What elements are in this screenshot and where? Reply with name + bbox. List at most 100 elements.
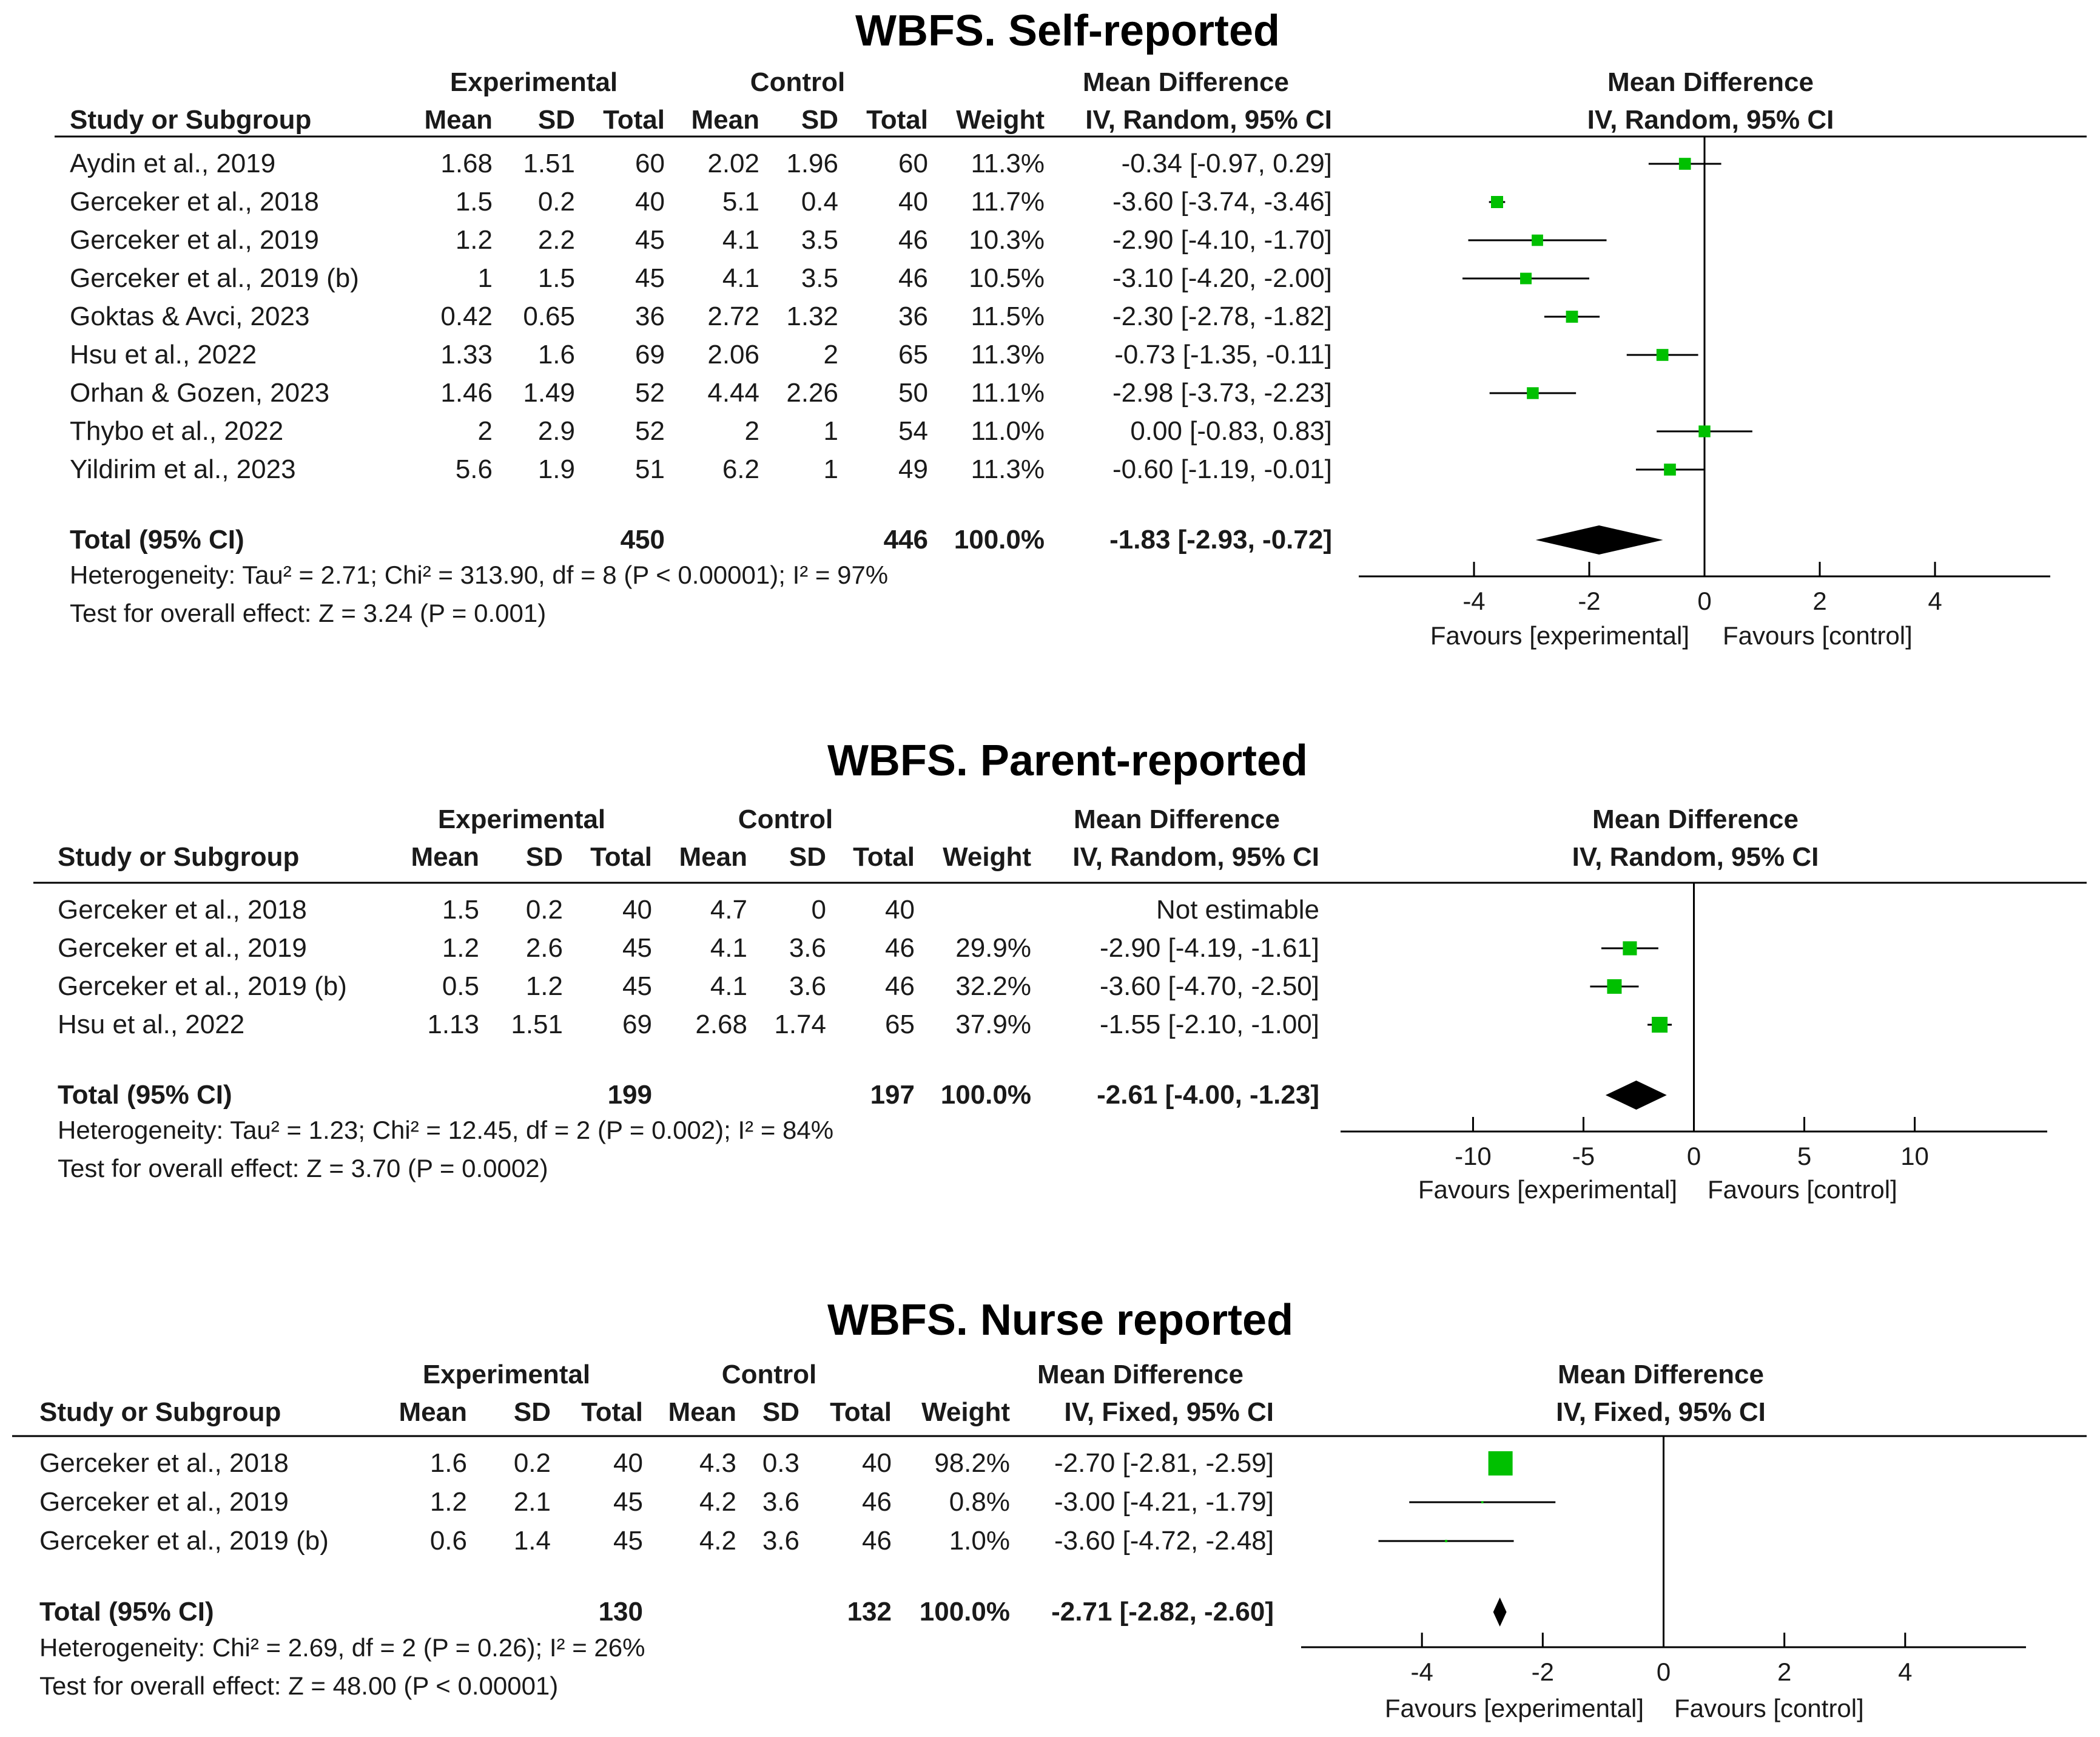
effect-marker	[1566, 311, 1578, 323]
total-weight: 100.0%	[920, 1597, 1010, 1627]
effect-marker	[1520, 272, 1532, 285]
study-ci: -0.34 [-0.97, 0.29]	[1122, 149, 1332, 178]
header-ctl-total: Total	[866, 105, 928, 135]
total-label: Total (95% CI)	[58, 1080, 232, 1110]
exp-mean: 0.5	[442, 971, 479, 1001]
ctl-mean: 5.1	[722, 187, 759, 217]
table-row: Goktas & Avci, 2023 0.42 0.65 36 2.72 1.32 36 1…	[70, 302, 1600, 331]
table-row: Hsu et al., 2022 1.33 1.6 69 2.06 2 65 11.3% -0.…	[70, 340, 1698, 369]
exp-sd: 2.2	[538, 225, 575, 255]
header-ctl-mean: Mean	[692, 105, 759, 135]
exp-total: 45	[622, 971, 652, 1001]
study-name: Hsu et al., 2022	[58, 1010, 244, 1039]
ctl-mean: 4.1	[710, 933, 747, 963]
ctl-total: 60	[898, 149, 928, 178]
ctl-mean: 4.2	[699, 1526, 736, 1556]
exp-total: 40	[622, 895, 652, 925]
exp-mean: 1.6	[430, 1448, 467, 1478]
ctl-total: 46	[885, 933, 915, 963]
ctl-sd: 1.96	[786, 149, 838, 178]
ctl-sd: 3.6	[762, 1526, 799, 1556]
header-experimental: Experimental	[450, 67, 618, 97]
panel-title: WBFS. Self-reported	[855, 7, 1280, 55]
exp-mean: 0.6	[430, 1526, 467, 1556]
header-exp-sd: SD	[514, 1397, 551, 1427]
table-row: Gerceker et al., 2018 1.5 0.2 40 4.7 0 40 Not e…	[58, 895, 1319, 925]
study-name: Gerceker et al., 2019 (b)	[58, 971, 347, 1001]
table-row: Hsu et al., 2022 1.13 1.51 69 2.68 1.74 65 37.9…	[58, 1010, 1672, 1039]
exp-mean: 1.5	[442, 895, 479, 925]
ctl-total: 49	[898, 454, 928, 484]
header-mean-difference-plot: Mean Difference	[1592, 804, 1799, 834]
exp-total: 40	[613, 1448, 643, 1478]
header-mean-difference-plot: Mean Difference	[1558, 1360, 1764, 1389]
ctl-sd: 3.6	[789, 971, 826, 1001]
x-tick-label: 10	[1900, 1142, 1929, 1170]
header-mean-difference: Mean Difference	[1037, 1360, 1244, 1389]
header-mean-difference-plot: Mean Difference	[1607, 67, 1814, 97]
header-ctl-mean: Mean	[668, 1397, 736, 1427]
study-name: Orhan & Gozen, 2023	[70, 378, 329, 408]
study-weight: 29.9%	[955, 933, 1031, 963]
total-exp: 130	[599, 1597, 643, 1627]
study-ci: 0.00 [-0.83, 0.83]	[1130, 416, 1332, 446]
ctl-mean: 4.1	[722, 225, 759, 255]
study-ci: -2.98 [-3.73, -2.23]	[1112, 378, 1332, 408]
pooled-diamond	[1493, 1597, 1507, 1627]
overall-effect-text: Test for overall effect: Z = 48.00 (P < …	[39, 1671, 558, 1700]
header-exp-sd: SD	[526, 842, 563, 872]
exp-sd: 1.4	[514, 1526, 551, 1556]
effect-marker	[1607, 979, 1622, 994]
total-row: Total (95% CI) 199 197 100.0% -2.61 [-4.00, …	[58, 1080, 1667, 1110]
exp-mean: 1.33	[440, 340, 493, 369]
exp-sd: 1.5	[538, 263, 575, 293]
table-row: Gerceker et al., 2019 (b) 1 1.5 45 4.1 3.5 46 1…	[70, 263, 1589, 293]
table-row: Gerceker et al., 2018 1.6 0.2 40 4.3 0.3 40 98.…	[39, 1448, 1513, 1478]
effect-marker	[1698, 425, 1711, 437]
study-name: Gerceker et al., 2018	[70, 187, 319, 217]
ctl-total: 40	[898, 187, 928, 217]
exp-total: 52	[635, 378, 665, 408]
table-row: Aydin et al., 2019 1.68 1.51 60 2.02 1.96 60 11…	[70, 149, 1721, 178]
panel-title: WBFS. Nurse reported	[827, 1296, 1293, 1344]
exp-mean: 1.2	[456, 225, 493, 255]
total-ci: -1.83 [-2.93, -0.72]	[1109, 525, 1332, 555]
study-ci: -3.60 [-4.72, -2.48]	[1054, 1526, 1274, 1556]
study-name: Gerceker et al., 2018	[39, 1448, 289, 1478]
panel-title: WBFS. Parent-reported	[827, 737, 1308, 785]
total-row: Total (95% CI) 450 446 100.0% -1.83 [-2.93, …	[70, 525, 1663, 555]
total-ci: -2.71 [-2.82, -2.60]	[1051, 1597, 1274, 1627]
table-row: Gerceker et al., 2019 1.2 2.6 45 4.1 3.6 46 29.…	[58, 933, 1658, 963]
study-weight: 11.3%	[971, 340, 1045, 369]
exp-total: 45	[635, 225, 665, 255]
header-ci-method: IV, Fixed, 95% CI	[1064, 1397, 1274, 1427]
study-weight: 37.9%	[955, 1010, 1031, 1039]
header-ctl-sd: SD	[801, 105, 838, 135]
x-tick-label: 2	[1777, 1658, 1791, 1686]
study-name: Yildirim et al., 2023	[70, 454, 296, 484]
header-plot-method: IV, Random, 95% CI	[1587, 105, 1834, 135]
header-exp-sd: SD	[538, 105, 575, 135]
exp-sd: 1.51	[511, 1010, 563, 1039]
effect-marker	[1678, 158, 1691, 170]
x-tick-label: 4	[1898, 1658, 1912, 1686]
effect-marker	[1656, 349, 1669, 361]
study-ci: -3.60 [-4.70, -2.50]	[1100, 971, 1319, 1001]
study-name: Goktas & Avci, 2023	[70, 302, 309, 331]
forest-panel-2: WBFS. Parent-reported Experimental Control…	[33, 737, 2087, 1204]
exp-sd: 0.2	[538, 187, 575, 217]
study-name: Gerceker et al., 2019	[39, 1487, 289, 1517]
study-ci: -3.60 [-3.74, -3.46]	[1112, 187, 1332, 217]
ctl-sd: 1.74	[774, 1010, 826, 1039]
header-exp-mean: Mean	[399, 1397, 467, 1427]
total-exp: 199	[608, 1080, 652, 1110]
ctl-sd: 3.5	[801, 263, 838, 293]
ctl-total: 40	[862, 1448, 892, 1478]
study-weight: 11.1%	[971, 378, 1045, 408]
effect-marker	[1527, 387, 1539, 399]
exp-sd: 1.51	[523, 149, 575, 178]
pooled-diamond	[1535, 525, 1663, 555]
ctl-total: 46	[885, 971, 915, 1001]
x-tick-label: -4	[1462, 587, 1485, 615]
exp-total: 45	[622, 933, 652, 963]
